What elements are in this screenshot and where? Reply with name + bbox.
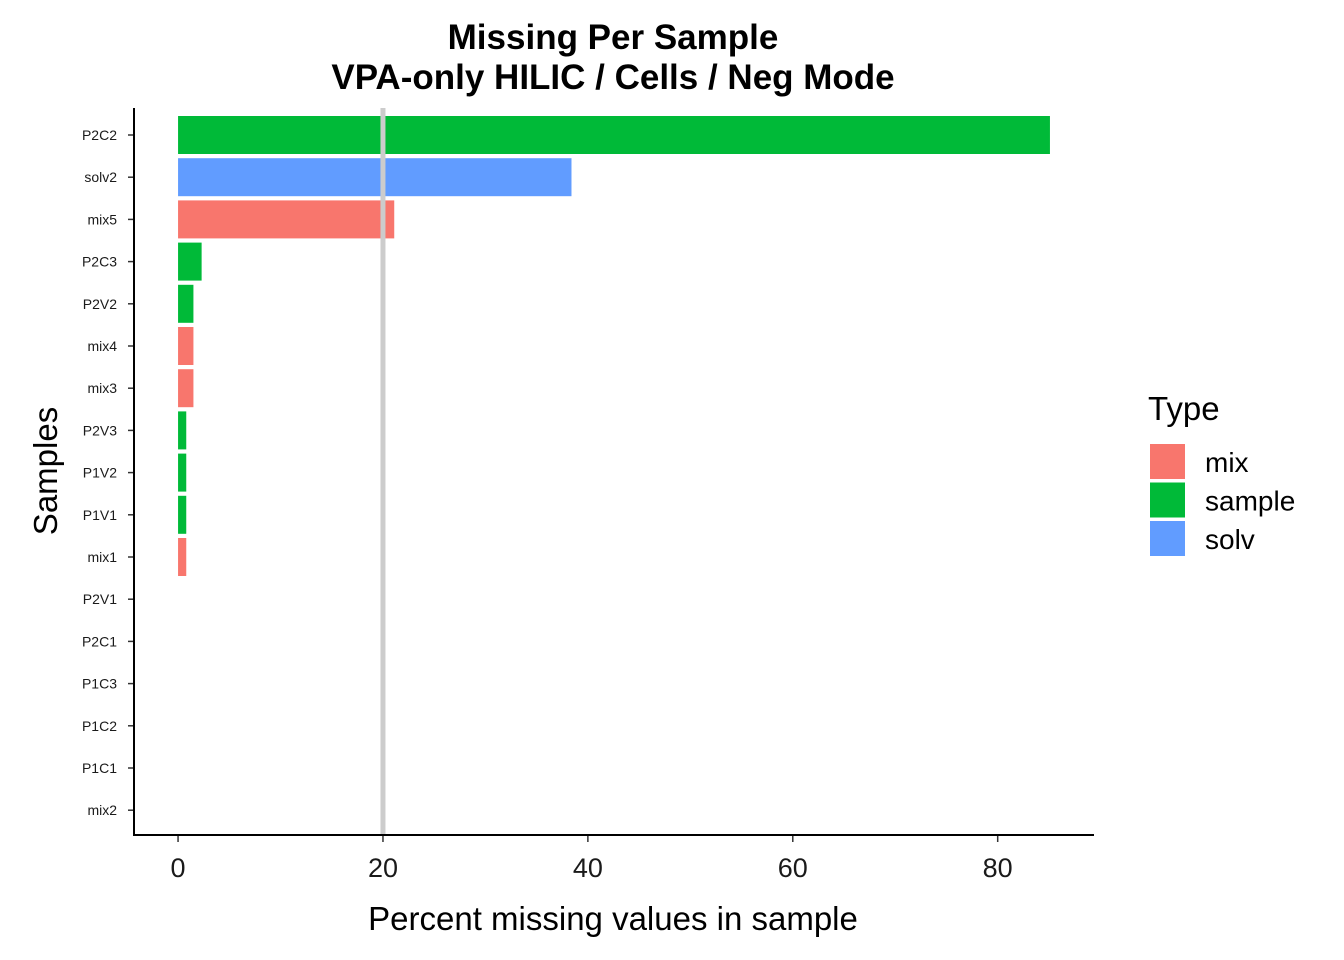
y-tick-label: mix1: [87, 549, 117, 565]
y-tick-label: mix4: [87, 338, 117, 354]
y-axis-label: Samples: [27, 407, 64, 535]
y-tick-label: solv2: [84, 169, 117, 185]
bar-solv2: [178, 158, 572, 197]
x-tick-label: 20: [368, 853, 398, 883]
bar-mix3: [178, 369, 194, 408]
y-tick-label: P2C3: [82, 254, 117, 270]
legend-label-solv: solv: [1205, 524, 1255, 555]
y-tick-label: P2C1: [82, 633, 117, 649]
bar-mix4: [178, 327, 194, 365]
y-tick-label: P2V3: [83, 422, 117, 438]
y-tick-label: mix3: [87, 380, 117, 396]
bar-mix1: [178, 538, 187, 576]
y-tick-label: P1C1: [82, 760, 117, 776]
y-ticks: P2C2 solv2 mix5 P2C3 P2V2 mix4 mix3 P2V3 P1V2 P1V…: [82, 127, 134, 818]
y-tick-label: P2V1: [83, 591, 117, 607]
bar-P1V1: [178, 495, 187, 534]
legend-swatch-sample: [1150, 482, 1185, 518]
chart-subtitle: VPA-only HILIC / Cells / Neg Mode: [331, 58, 894, 97]
y-tick-label: mix2: [87, 802, 117, 818]
legend-label-sample: sample: [1205, 486, 1295, 517]
legend-label-mix: mix: [1205, 447, 1249, 478]
x-tick-label: 40: [573, 853, 603, 883]
legend-swatch-mix: [1150, 444, 1185, 479]
bar-mix5: [178, 200, 395, 239]
legend-swatch-solv: [1150, 521, 1185, 556]
bar-P1V2: [178, 453, 187, 492]
chart-title: Missing Per Sample: [448, 18, 779, 57]
bar-P2V3: [178, 411, 187, 450]
bars: [178, 116, 1050, 576]
x-axis-label: Percent missing values in sample: [368, 900, 858, 937]
x-tick-label: 80: [983, 853, 1013, 883]
bar-P2V2: [178, 284, 194, 323]
legend: Type mix sample solv: [1148, 390, 1295, 556]
bar-P2C3: [178, 242, 202, 281]
bar-P2C2: [178, 116, 1050, 154]
y-tick-label: P1C2: [82, 718, 117, 734]
legend-title: Type: [1148, 390, 1220, 427]
y-tick-label: mix5: [87, 211, 117, 227]
y-tick-label: P2C2: [82, 127, 117, 143]
x-tick-label: 60: [778, 853, 808, 883]
y-tick-label: P1V1: [83, 507, 117, 523]
y-tick-label: P1C3: [82, 676, 117, 692]
y-tick-label: P2V2: [83, 296, 117, 312]
x-tick-label: 0: [171, 853, 186, 883]
x-ticks: 0 20 40 60 80: [171, 835, 1013, 883]
y-tick-label: P1V2: [83, 465, 117, 481]
